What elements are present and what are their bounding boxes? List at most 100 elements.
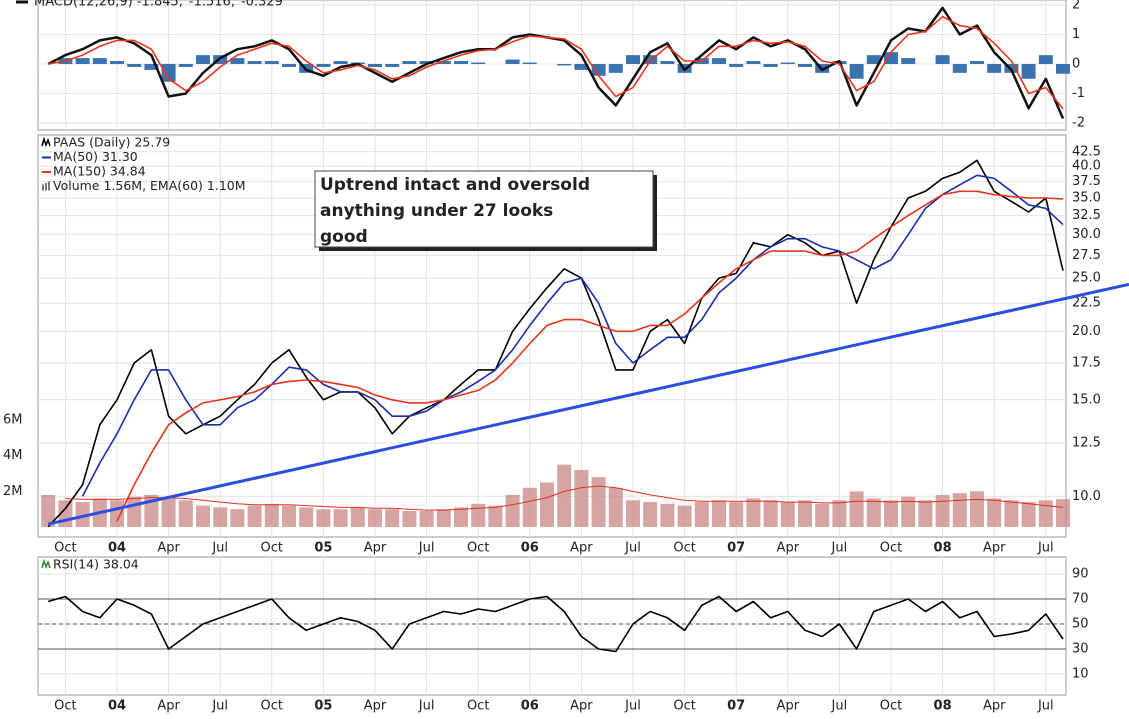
x-tick-label: Jul (418, 699, 435, 714)
volume-bar (488, 505, 503, 527)
series-line (48, 15, 1064, 110)
x-tick-label: 05 (314, 699, 332, 714)
histogram-bar (127, 64, 142, 67)
x-tick-label: Jul (831, 541, 848, 556)
legend-marker (41, 136, 51, 148)
x-tick-label: 07 (727, 699, 745, 714)
histogram-bar (952, 64, 967, 73)
histogram-bar (763, 64, 778, 67)
y-tick-label: 17.5 (1072, 356, 1101, 371)
y-tick-label: 30 (1072, 642, 1089, 657)
y-tick-label: 50 (1072, 617, 1089, 632)
histogram-bar (1056, 64, 1070, 74)
histogram-bar (471, 62, 486, 64)
volume-bar (987, 498, 1002, 527)
histogram-bar (402, 61, 417, 64)
series-line (47, 159, 1064, 528)
volume-bar (884, 500, 898, 527)
legend-label: Volume 1.56M, EMA(60) 1.10M (53, 178, 246, 193)
x-tick-label: Apr (983, 699, 1006, 714)
histogram-bar (1021, 64, 1036, 79)
volume-bar (918, 500, 933, 527)
legend-marker (41, 558, 51, 570)
volume-bar (866, 498, 881, 527)
legend-label: PAAS (Daily) 25.79 (53, 135, 170, 150)
histogram-bar (110, 61, 124, 64)
x-tick-label: Jul (624, 699, 641, 714)
series-line (47, 595, 1064, 653)
histogram-bar (626, 55, 640, 64)
x-tick-label: Jul (211, 541, 228, 556)
histogram-bar (780, 62, 795, 64)
annotation-text: Uptrend intact and oversold (320, 175, 590, 195)
x-tick-label: Oct (467, 699, 489, 714)
y2-tick-label: 4M (3, 448, 23, 463)
volume-bar (333, 509, 348, 527)
volume-bar (230, 509, 245, 527)
volume-bar (1004, 500, 1019, 527)
x-tick-label: Apr (364, 541, 387, 556)
histogram-bar (866, 55, 881, 64)
histogram-bar (591, 64, 606, 76)
y-tick-label: -2 (1072, 116, 1085, 131)
y-tick-label: 30.0 (1072, 227, 1101, 242)
legend-label: MACD(12,26,9) -1.845, (34, 0, 183, 10)
panel-frame (37, 134, 1067, 538)
volume-bar (282, 505, 296, 527)
y-tick-label: 42.5 (1072, 144, 1101, 159)
volume-bar (436, 509, 451, 527)
volume-bar (815, 503, 830, 527)
x-tick-label: Jul (1037, 699, 1054, 714)
volume-bar (213, 507, 228, 527)
y-tick-label: 40.0 (1072, 159, 1101, 174)
volume-bar (368, 509, 382, 527)
x-tick-label: 06 (521, 699, 539, 714)
volume-bar (935, 494, 950, 527)
volume-bar (677, 505, 692, 527)
legend-label: RSI(14) 38.04 (53, 557, 139, 572)
y-tick-label: 25.0 (1072, 271, 1101, 286)
x-tick-label: Apr (570, 699, 593, 714)
x-tick-label: Jul (418, 541, 435, 556)
volume-bar (952, 493, 967, 527)
volume-bar (110, 500, 124, 527)
volume-bar (316, 509, 331, 527)
volume-bar (763, 500, 778, 527)
y-tick-label: 10.0 (1072, 489, 1101, 504)
volume-bar (1056, 499, 1070, 527)
histogram-bar (935, 55, 950, 64)
volume-bar (1021, 502, 1036, 527)
volume-bar (643, 502, 658, 527)
x-tick-label: Oct (880, 699, 902, 714)
histogram-bar (178, 64, 193, 67)
x-tick-label: Apr (570, 541, 593, 556)
histogram-bar (92, 58, 107, 64)
volume-bar (1038, 500, 1053, 527)
histogram-bar (505, 59, 520, 64)
histogram-bar (729, 64, 744, 67)
histogram-bar (970, 61, 984, 64)
panel-frame (37, 556, 1067, 696)
volume-bar (75, 502, 90, 527)
legend-marker (42, 184, 44, 191)
legend-marker (45, 183, 47, 191)
y-tick-label: 0 (1072, 57, 1080, 72)
histogram-bar (712, 58, 726, 64)
histogram-bar (643, 55, 658, 64)
y2-tick-label: 2M (3, 484, 23, 499)
x-tick-label: Oct (261, 541, 283, 556)
volume-bar (557, 464, 572, 527)
x-tick-label: 08 (934, 699, 952, 714)
volume-bar (41, 494, 56, 527)
x-tick-label: 06 (521, 541, 539, 556)
volume-bar (832, 500, 847, 527)
x-tick-label: Apr (983, 541, 1006, 556)
histogram-bar (557, 64, 572, 66)
x-tick-label: 04 (108, 699, 126, 714)
histogram-bar (454, 61, 468, 64)
x-tick-label: 08 (934, 541, 952, 556)
histogram-bar (901, 58, 916, 64)
histogram-bar (522, 62, 537, 64)
volume-bar (196, 505, 210, 527)
